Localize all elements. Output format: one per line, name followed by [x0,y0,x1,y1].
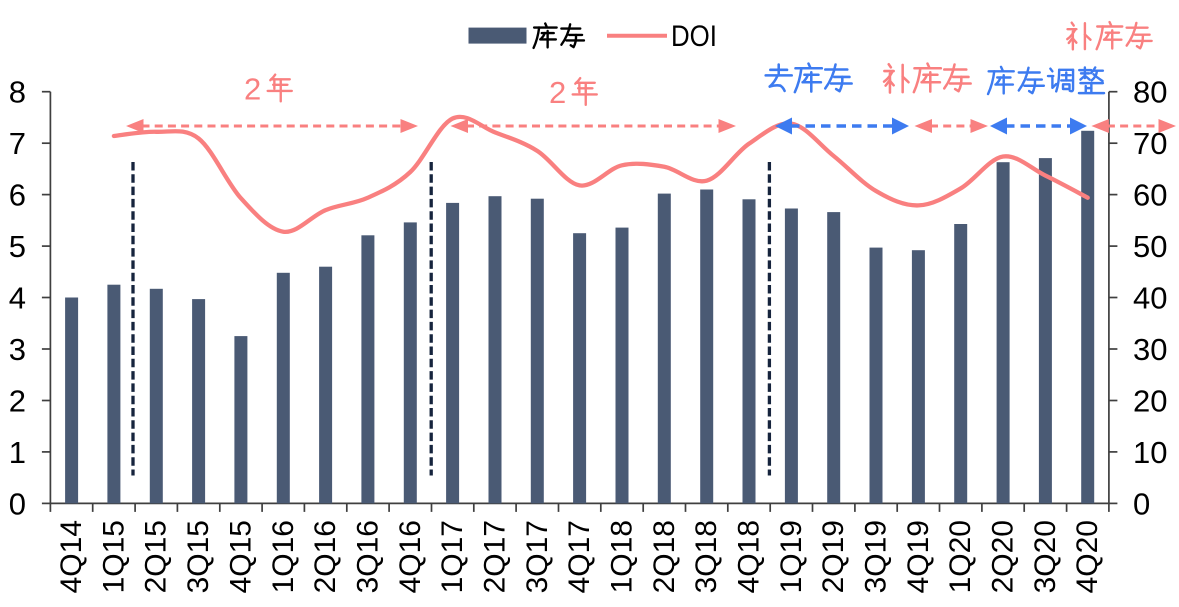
svg-text:3: 3 [9,332,26,367]
svg-text:4Q15: 4Q15 [224,520,257,593]
svg-text:7: 7 [9,126,26,161]
svg-text:4Q19: 4Q19 [902,520,935,593]
svg-text:50: 50 [1133,229,1167,264]
svg-text:2Q20: 2Q20 [987,520,1020,593]
svg-text:4Q20: 4Q20 [1071,520,1104,593]
svg-text:1Q15: 1Q15 [97,520,130,593]
svg-text:20: 20 [1133,384,1167,419]
svg-text:3Q18: 3Q18 [690,520,723,593]
svg-text:8: 8 [9,75,26,110]
svg-text:2Q19: 2Q19 [817,520,850,593]
svg-text:DOI: DOI [671,20,717,53]
svg-text:2Q15: 2Q15 [140,520,173,593]
svg-text:60: 60 [1133,178,1167,213]
svg-text:70: 70 [1133,126,1167,161]
svg-text:1Q19: 1Q19 [775,520,808,593]
svg-text:3Q15: 3Q15 [182,520,215,593]
svg-text:80: 80 [1133,75,1167,110]
svg-text:1Q16: 1Q16 [267,520,300,593]
svg-text:2: 2 [9,384,26,419]
svg-text:4Q16: 4Q16 [394,520,427,593]
svg-text:1Q17: 1Q17 [436,520,469,593]
svg-text:2: 2 [549,75,566,110]
svg-text:4Q18: 4Q18 [733,520,766,593]
svg-text:6: 6 [9,178,26,213]
svg-text:1Q18: 1Q18 [606,520,639,593]
svg-text:2Q17: 2Q17 [479,520,512,593]
svg-text:4Q17: 4Q17 [563,520,596,593]
svg-text:30: 30 [1133,332,1167,367]
svg-text:0: 0 [1133,486,1150,521]
svg-text:1Q20: 1Q20 [944,520,977,593]
svg-text:1: 1 [9,435,26,470]
svg-text:2Q18: 2Q18 [648,520,681,593]
svg-text:2: 2 [244,72,261,107]
svg-text:0: 0 [9,486,26,521]
svg-text:3Q19: 3Q19 [860,520,893,593]
svg-text:4Q14: 4Q14 [55,520,88,593]
svg-text:3Q17: 3Q17 [521,520,554,593]
svg-text:5: 5 [9,229,26,264]
svg-text:10: 10 [1133,435,1167,470]
svg-text:3Q20: 3Q20 [1029,520,1062,593]
svg-text:4: 4 [9,281,26,316]
svg-text:3Q16: 3Q16 [351,520,384,593]
svg-text:40: 40 [1133,281,1167,316]
svg-text:2Q16: 2Q16 [309,520,342,593]
